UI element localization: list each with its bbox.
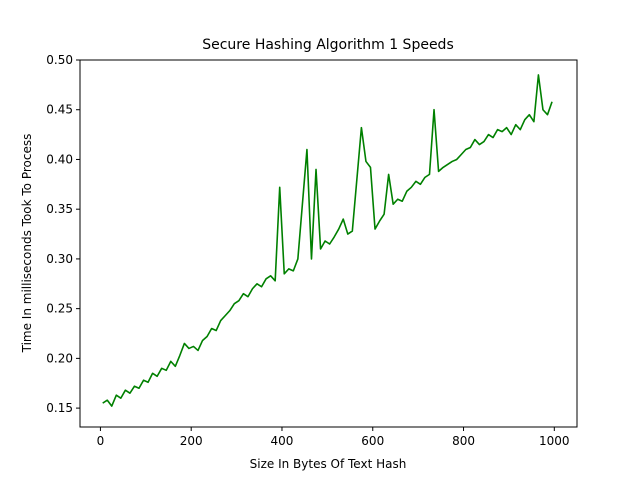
y-tick-label: 0.20: [46, 351, 73, 365]
y-tick-label: 0.35: [46, 202, 73, 216]
x-axis-label: Size In Bytes Of Text Hash: [250, 457, 407, 471]
y-tick-label: 0.40: [46, 152, 73, 166]
y-tick-label: 0.50: [46, 53, 73, 67]
plot-frame: [79, 59, 578, 428]
x-tick-label: 400: [271, 434, 294, 448]
y-tick-label: 0.45: [46, 103, 73, 117]
x-tick-label: 200: [180, 434, 203, 448]
x-tick-label: 1000: [539, 434, 570, 448]
chart-title: Secure Hashing Algorithm 1 Speeds: [202, 37, 454, 53]
data-line: [102, 74, 553, 407]
x-tick-label: 600: [361, 434, 384, 448]
y-tick-label: 0.15: [46, 401, 73, 415]
y-tick-label: 0.30: [46, 252, 73, 266]
x-tick-label: 800: [452, 434, 475, 448]
x-tick-label: 0: [97, 434, 105, 448]
y-tick-label: 0.25: [46, 302, 73, 316]
y-axis-label: Time In milliseconds Took To Process: [20, 134, 34, 354]
